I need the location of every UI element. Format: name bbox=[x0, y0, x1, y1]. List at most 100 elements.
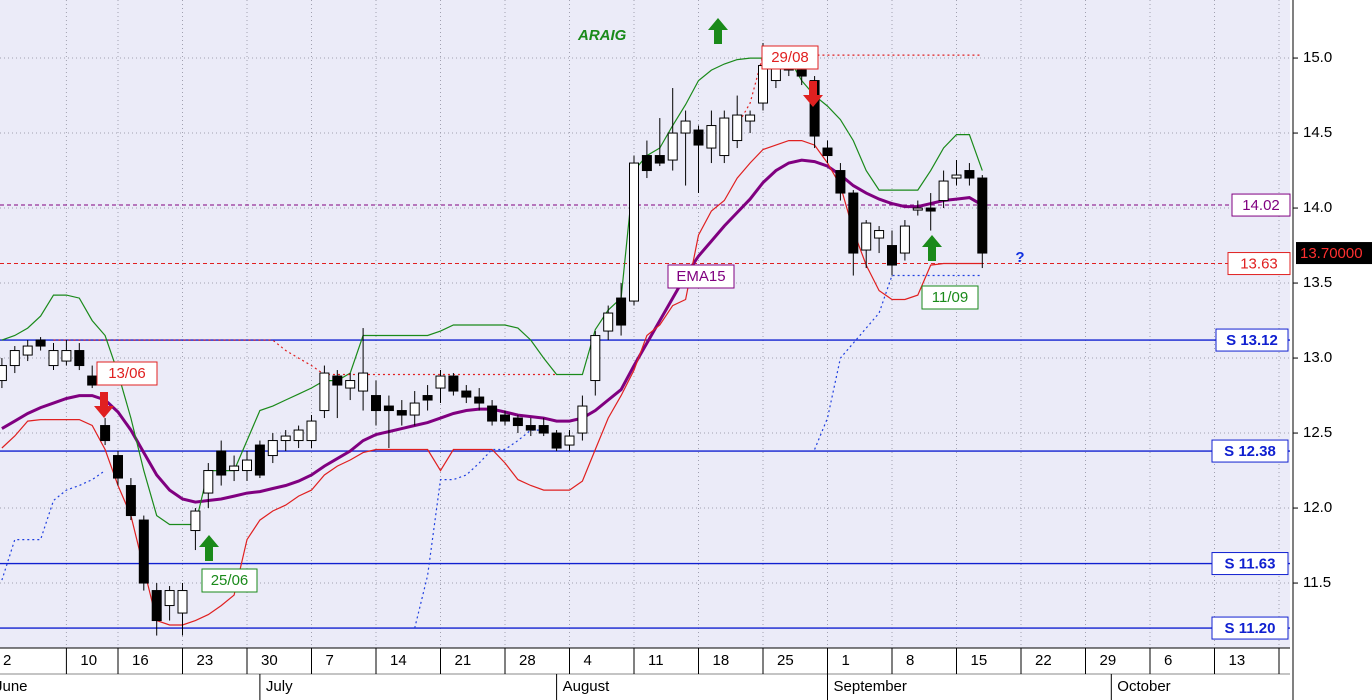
x-tick-label: 29 bbox=[1100, 652, 1117, 669]
candle-body bbox=[229, 465, 240, 472]
x-tick-label: 4 bbox=[584, 652, 592, 669]
annotation-label: 29/08 bbox=[771, 49, 809, 66]
candle-body bbox=[74, 350, 85, 367]
candle-body bbox=[874, 230, 885, 239]
candle-body bbox=[693, 129, 704, 146]
candle-body bbox=[280, 435, 291, 442]
candle-body bbox=[332, 375, 343, 386]
signal-arrow bbox=[922, 235, 942, 261]
candle-body bbox=[396, 410, 407, 416]
x-tick-label: 10 bbox=[80, 652, 97, 669]
month-label: August bbox=[563, 678, 611, 695]
candle-body bbox=[525, 425, 536, 431]
candle-body bbox=[487, 405, 498, 422]
y-tick-label: 13.0 bbox=[1303, 349, 1332, 366]
candle-body bbox=[538, 425, 549, 434]
y-tick-label: 12.5 bbox=[1303, 424, 1332, 441]
candle-body bbox=[461, 390, 472, 398]
x-tick-label: 13 bbox=[1229, 652, 1246, 669]
candle-body bbox=[48, 350, 59, 367]
candle-body bbox=[680, 120, 691, 134]
level-label: S 12.38 bbox=[1224, 443, 1276, 460]
level-label-box bbox=[1211, 616, 1289, 640]
x-tick-label: 18 bbox=[713, 652, 730, 669]
level-label-box bbox=[1215, 328, 1289, 352]
last-price-label: 13.70000 bbox=[1300, 245, 1363, 262]
candle-body bbox=[319, 372, 330, 412]
candle-body bbox=[151, 590, 162, 622]
candle-body bbox=[564, 435, 575, 446]
candle-body bbox=[977, 177, 988, 254]
candle-body bbox=[242, 459, 252, 472]
x-tick-label: 22 bbox=[1035, 652, 1052, 669]
y-tick-label: 12.0 bbox=[1303, 499, 1332, 516]
signal-arrow bbox=[803, 81, 823, 107]
candle-body bbox=[0, 365, 7, 382]
candle-body bbox=[306, 420, 317, 442]
x-tick-label: 23 bbox=[197, 652, 214, 669]
candle-body bbox=[383, 405, 394, 412]
candle-body bbox=[371, 395, 381, 412]
x-tick-label: 15 bbox=[971, 652, 988, 669]
indicator-line bbox=[1, 274, 983, 629]
annotation-box bbox=[761, 45, 819, 70]
annotation-label: 13/06 bbox=[108, 365, 146, 382]
x-tick-label: 6 bbox=[1164, 652, 1172, 669]
signal-arrow bbox=[94, 392, 114, 418]
y-tick-label: 13.5 bbox=[1303, 274, 1332, 291]
candle-body bbox=[61, 350, 72, 362]
candle-body bbox=[758, 65, 768, 104]
candle-body bbox=[293, 429, 304, 442]
level-label: 13.63 bbox=[1240, 256, 1278, 273]
candle-body bbox=[616, 297, 627, 326]
x-tick-label: 28 bbox=[519, 652, 536, 669]
y-tick-label: 11.5 bbox=[1303, 574, 1331, 591]
level-label: S 11.63 bbox=[1225, 556, 1276, 573]
level-label: S 13.12 bbox=[1226, 332, 1278, 349]
annotation-label: 11/09 bbox=[932, 289, 968, 306]
x-tick-label: 25 bbox=[777, 652, 794, 669]
candle-body bbox=[809, 80, 820, 137]
signal-arrow bbox=[708, 18, 728, 44]
candle-body bbox=[35, 339, 46, 347]
candle-body bbox=[125, 485, 136, 517]
candle-body bbox=[512, 417, 523, 427]
y-tick-label: 14.0 bbox=[1303, 199, 1332, 216]
candle-body bbox=[254, 444, 265, 476]
candle-body bbox=[887, 245, 897, 266]
candle-body bbox=[964, 170, 975, 179]
candle-body bbox=[835, 170, 846, 194]
candle-body bbox=[861, 222, 872, 251]
candle-body bbox=[603, 312, 614, 332]
month-label: July bbox=[266, 678, 293, 695]
candle-body bbox=[422, 395, 433, 401]
candle-body bbox=[577, 405, 588, 434]
candle-body bbox=[474, 396, 485, 404]
candle-body bbox=[912, 207, 923, 211]
candle-body bbox=[448, 375, 459, 392]
level-label-box bbox=[1211, 439, 1289, 463]
candle-body bbox=[100, 425, 111, 442]
candle-body bbox=[358, 372, 369, 392]
x-axis: 210162330714212841118251815222961320June… bbox=[0, 648, 1280, 700]
indicator-line bbox=[1, 140, 983, 626]
signal-arrow bbox=[199, 535, 219, 561]
x-tick-label: 11 bbox=[648, 652, 664, 669]
candle-body bbox=[113, 455, 123, 479]
candle-body bbox=[899, 225, 910, 254]
annotation-box bbox=[201, 568, 258, 593]
plot-area bbox=[0, 0, 1290, 648]
x-tick-label: 14 bbox=[390, 652, 407, 669]
annotation-box bbox=[96, 361, 158, 386]
x-tick-label: 21 bbox=[455, 652, 472, 669]
candle-body bbox=[216, 450, 227, 476]
month-label: October bbox=[1117, 678, 1170, 695]
month-label: September bbox=[834, 678, 907, 695]
candle-body bbox=[938, 180, 949, 202]
candle-body bbox=[87, 375, 98, 386]
candle-body bbox=[732, 114, 743, 142]
candle-body bbox=[719, 117, 730, 157]
candle-body bbox=[203, 470, 214, 494]
month-label: June bbox=[0, 678, 28, 695]
